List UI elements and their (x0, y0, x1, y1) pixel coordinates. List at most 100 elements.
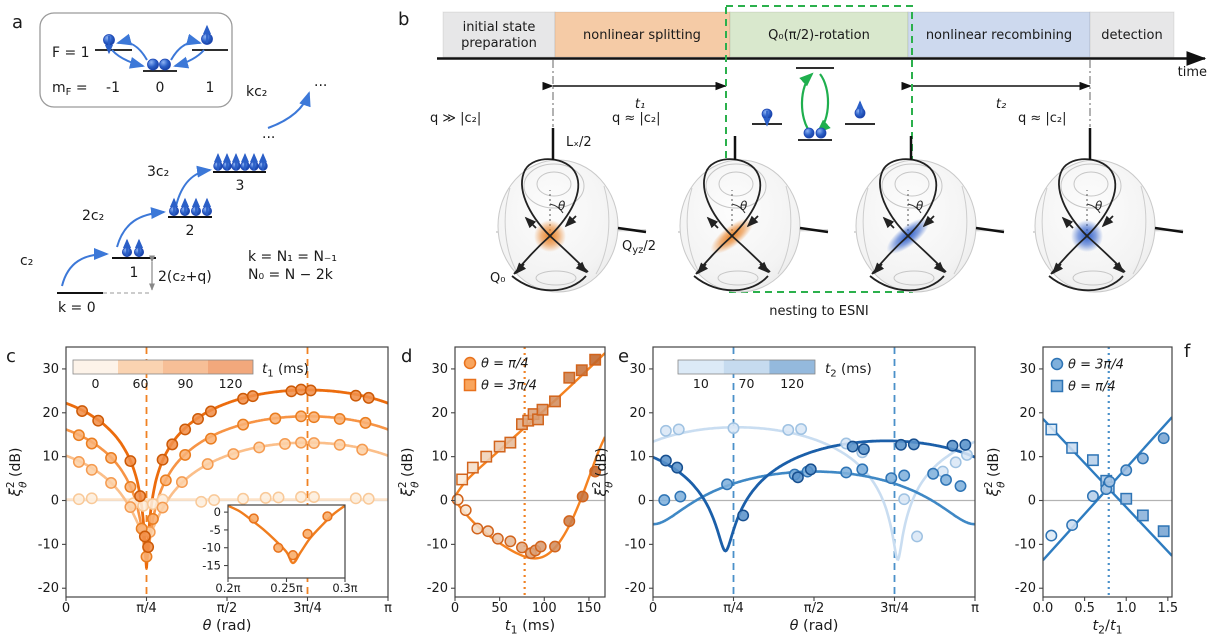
atom-ball (815, 127, 827, 139)
circle-marker (72, 493, 85, 506)
charts: 0 π/4 π/2 3π/4 π -20 -10 0 10 20 30 θ (rad) ξ2θ (dB)… (5, 346, 1178, 635)
circle-marker (451, 493, 464, 506)
x-tick-label: 1.0 (1116, 601, 1137, 616)
square-marker (504, 436, 517, 449)
circle-marker (658, 494, 671, 507)
contour-right (777, 185, 792, 275)
marker-legend: θ = π/4 θ = 3π/4 (463, 356, 537, 394)
phase-sphere-2: θ (853, 136, 1005, 293)
theta-angle-arc (549, 203, 564, 214)
hyperfine-box (39, 12, 233, 108)
circle-marker (192, 412, 204, 425)
axes-group: 0 π/4 π/2 3π/4 π -20 -10 0 10 20 30 (38, 346, 392, 616)
x-tick-label: 150 (577, 601, 602, 616)
atom (179, 197, 190, 216)
lx-axis-label: Lₓ/2 (566, 135, 592, 150)
circle-marker (259, 491, 272, 504)
atom (103, 34, 115, 55)
square-marker (532, 413, 544, 426)
stage-nonlinear-recombining: nonlinear recombining (926, 28, 1072, 43)
x-tick-label: 0 (62, 601, 70, 616)
data-points-0 (456, 353, 602, 486)
circle-marker (946, 439, 959, 452)
qyz-axis-stub (617, 226, 647, 234)
circle-marker (156, 453, 169, 466)
colorbar-tick-label: 120 (219, 376, 243, 391)
atom (147, 58, 159, 71)
colorbar-tick-label: 120 (780, 376, 804, 391)
contour-bottom (717, 270, 759, 286)
circle-marker (175, 476, 188, 489)
x-tick-label: 0.2π (215, 581, 240, 595)
plot-frame (454, 346, 606, 598)
legend-circle-marker (463, 356, 477, 370)
circle-marker (204, 432, 217, 445)
mf-value-1: 1 (206, 80, 215, 96)
x-tick-label: 100 (532, 601, 557, 616)
circle-marker (124, 501, 137, 514)
pair-process-arrow (175, 165, 212, 207)
y-tick-label: 0 (638, 494, 646, 509)
colorbar-title: t1 (ms) (262, 361, 309, 380)
2c2-label: 2c₂ (82, 208, 104, 224)
theta-angle-arc (731, 203, 746, 214)
circle-marker (349, 492, 362, 505)
panel-b-label: b (398, 9, 409, 30)
circle-marker (307, 411, 320, 424)
axes-group: 0 50 100 150 -20 -10 0 10 20 30 (427, 346, 606, 616)
circle-marker (1157, 432, 1170, 445)
circle-marker (237, 392, 250, 405)
separatrix-trajectory (511, 158, 589, 292)
fit-curve-1 (653, 470, 975, 526)
legend-label: θ = 3π/4 (1068, 358, 1124, 373)
stage-box-1 (554, 11, 731, 58)
circle-marker (179, 448, 192, 461)
stage-initial-state: initial state preparation (461, 20, 537, 51)
circle-marker (1086, 490, 1099, 503)
circle-marker (482, 525, 494, 538)
square-marker (1045, 423, 1058, 436)
t2-duration-label: t₂ (996, 97, 1006, 112)
rotation-arrow-down (816, 73, 831, 134)
y-tick-label: -20 (1015, 581, 1036, 596)
mf-value-minus1: -1 (106, 80, 120, 96)
legend-circle-marker (1050, 357, 1064, 371)
circle-marker (471, 522, 484, 535)
circle-marker (295, 436, 308, 449)
qyz-axis-stub (975, 226, 1005, 234)
x-tick-label: π/2 (804, 601, 824, 616)
circle-marker (253, 441, 266, 454)
atom (190, 197, 201, 216)
circle-marker (459, 504, 472, 517)
plot-frame (1042, 346, 1173, 598)
circle-marker (85, 492, 98, 505)
atom (122, 238, 133, 257)
q0-axis-label: Q₀ (490, 271, 505, 286)
circle-marker (295, 383, 308, 396)
colorbar-segment (678, 360, 724, 374)
circle-marker (737, 509, 750, 522)
circle-marker (159, 474, 172, 487)
circle-marker (76, 405, 89, 417)
y-axis-label: ξ2θ (dB) (5, 448, 30, 498)
circle-marker (362, 492, 375, 505)
colorbar-legend: 0 60 90 120 t1 (ms) (72, 359, 309, 391)
contour-inner (894, 171, 930, 197)
circle-marker (195, 495, 208, 508)
circle-marker (295, 410, 308, 423)
chart-panel-c-inset: 0.2π 0.25π 0.3π 0 -5 -10 -15 (202, 504, 358, 595)
x-axis-label: t1 (ms) (505, 618, 555, 635)
theta-angle-label: θ (558, 199, 566, 213)
square-marker (456, 473, 469, 486)
circle-marker (179, 423, 192, 436)
atom (231, 152, 241, 171)
atom (168, 197, 179, 216)
circle-marker (333, 438, 346, 451)
contour-bottom (893, 270, 935, 286)
circle-marker (285, 385, 298, 398)
plot-frame (227, 504, 346, 579)
theta-angle-arc (1086, 203, 1101, 214)
x-tick-label: π/4 (136, 601, 156, 616)
circle-marker (840, 466, 853, 479)
